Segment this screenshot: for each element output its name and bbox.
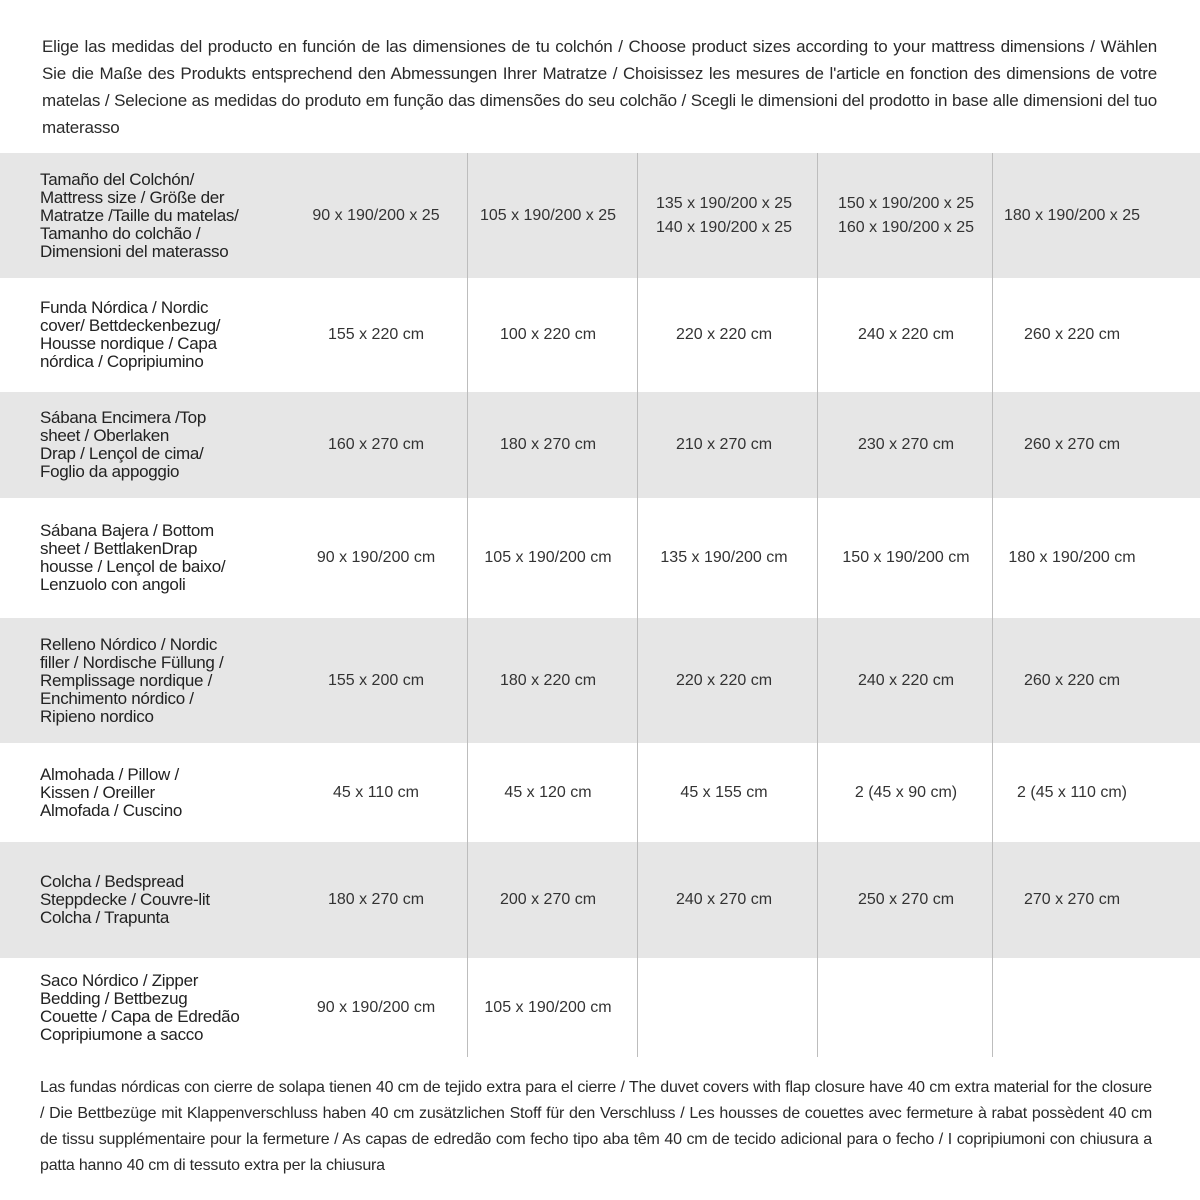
row-label: Tamaño del Colchón/Mattress size / Größe…	[40, 169, 300, 261]
intro-text: Elige las medidas del producto en funció…	[42, 37, 1157, 137]
text-line: Drap / Lençol de cima/	[40, 444, 204, 463]
table-cell: 2 (45 x 90 cm)	[854, 783, 958, 801]
table-cell: 45 x 120 cm	[504, 783, 592, 801]
row-label: Almohada / Pillow / Kissen / Oreiller Almo…	[40, 764, 300, 820]
row-label: Sábana Encimera /Top sheet / Oberlaken Dra…	[40, 409, 300, 481]
table-row: Almohada / Pillow / Kissen / Oreiller Almo…	[0, 743, 1200, 842]
table-cell: 200 x 270 cm	[499, 891, 597, 908]
table-cell: 90 x 190/200 cm	[316, 998, 436, 1016]
text-line: 150 x 190/200 x 25	[837, 194, 975, 212]
text-line: sheet / BettlakenDrap	[40, 539, 198, 558]
row-label: Colcha / Bedspread Steppdecke / Couvre-li…	[40, 873, 300, 927]
table-cell: 150 x 190/200 x 25 160 x 190/200 x 25	[816, 192, 996, 240]
text-line: Dimensioni del materasso	[40, 241, 229, 261]
column-divider	[817, 153, 818, 1057]
table-cell: 180 x 220 cm	[499, 671, 597, 689]
table-cell: 270 x 270 cm	[1023, 891, 1121, 908]
table-row: Tamaño del Colchón/Mattress size / Größe…	[0, 153, 1200, 278]
table-cell: 105 x 190/200 cm	[484, 998, 612, 1016]
text-line: Bedding / Bettbezug	[40, 988, 188, 1008]
text-line: Colcha / Trapunta	[40, 908, 170, 927]
column-divider	[467, 153, 468, 1057]
table-cell: 210 x 270 cm	[675, 436, 773, 453]
table-cell: 155 x 200 cm	[327, 671, 425, 689]
row-label: Sábana Bajera / Bottom sheet / BettlakenD…	[40, 522, 300, 594]
table-cell: 90 x 190/200 x 25	[312, 206, 440, 224]
column-divider	[637, 153, 638, 1057]
text-line: 140 x 190/200 x 25	[655, 218, 793, 236]
column-divider	[992, 153, 993, 1057]
table-cell: 160 x 270 cm	[327, 436, 425, 453]
table-cell: 240 x 220 cm	[857, 671, 955, 689]
text-line: cover/ Bettdeckenbezug/	[40, 316, 221, 335]
table-cell: 180 x 270 cm	[327, 891, 425, 908]
text-line: Mattress size / Größe der	[40, 187, 225, 207]
text-line: Almohada / Pillow /	[40, 764, 179, 784]
table-cell: 180 x 190/200 x 25	[1003, 206, 1141, 224]
table-row: Funda Nórdica / Nordic cover/ Bettdeckenb…	[0, 278, 1200, 392]
table-cell: 135 x 190/200 cm	[660, 549, 788, 566]
text-line: Housse nordique / Capa	[40, 334, 217, 353]
text-line: Foglio da appoggio	[40, 462, 180, 481]
table-cell: 105 x 190/200 cm	[484, 549, 612, 566]
text-line: Remplissage nordique /	[40, 670, 212, 690]
text-line: Matratze /Taille du matelas/	[40, 205, 239, 225]
text-line: filler / Nordische Füllung /	[40, 652, 224, 672]
text-line: Saco Nórdico / Zipper	[40, 970, 199, 990]
table-cell: 2 (45 x 110 cm)	[1017, 783, 1127, 801]
text-line: sheet / Oberlaken	[40, 426, 170, 445]
table-cell: 135 x 190/200 x 25 140 x 190/200 x 25	[634, 192, 814, 240]
text-line: housse / Lençol de baixo/	[40, 557, 226, 576]
text-line: Tamanho do colchão /	[40, 223, 201, 243]
row-label: Relleno Nórdico / Nordic filler / Nordisc…	[40, 634, 300, 726]
table-cell: 240 x 270 cm	[675, 891, 773, 908]
text-line: Colcha / Bedspread	[40, 872, 184, 891]
table-cell: 260 x 220 cm	[1023, 671, 1121, 689]
table-cell: 230 x 270 cm	[857, 436, 955, 453]
table-cell: 240 x 220 cm	[857, 326, 955, 343]
text-line: Copripiumone a sacco	[40, 1024, 204, 1044]
table-cell: 180 x 270 cm	[499, 436, 597, 453]
text-line: Ripieno nordico	[40, 706, 154, 726]
text-line: 160 x 190/200 x 25	[837, 218, 975, 236]
table-cell: 180 x 190/200 cm	[1008, 549, 1136, 566]
table-row: Saco Nórdico / Zipper Bedding / Bettbezug…	[0, 958, 1200, 1057]
text-line: Lenzuolo con angoli	[40, 575, 186, 594]
text-line: Funda Nórdica / Nordic	[40, 298, 209, 317]
table-cell: 105 x 190/200 x 25	[479, 206, 617, 224]
table-cell: 155 x 220 cm	[327, 326, 425, 343]
table-cell: 100 x 220 cm	[499, 326, 597, 343]
table-cell: 250 x 270 cm	[857, 891, 955, 908]
text-line: nórdica / Copripiumino	[40, 352, 204, 371]
text-line: Almofada / Cuscino	[40, 800, 183, 820]
text-line: Tamaño del Colchón/	[40, 169, 195, 189]
text-line: Sábana Bajera / Bottom	[40, 521, 214, 540]
text-line: 135 x 190/200 x 25	[655, 194, 793, 212]
row-label: Funda Nórdica / Nordic cover/ Bettdeckenb…	[40, 299, 300, 371]
row-label: Saco Nórdico / Zipper Bedding / Bettbezug…	[40, 970, 300, 1044]
text-line: Relleno Nórdico / Nordic	[40, 634, 218, 654]
table-cell: 260 x 270 cm	[1023, 436, 1121, 453]
table-cell: 45 x 110 cm	[333, 783, 419, 801]
table-cell: 90 x 190/200 cm	[316, 549, 436, 566]
table-row: Sábana Bajera / Bottom sheet / BettlakenD…	[0, 498, 1200, 618]
text-line: Kissen / Oreiller	[40, 782, 155, 802]
table-cell: 45 x 155 cm	[680, 783, 768, 801]
footnote: Las fundas nórdicas con cierre de solapa…	[40, 1079, 1152, 1174]
text-line: Enchimento nórdico /	[40, 688, 194, 708]
table-row: Relleno Nórdico / Nordic filler / Nordisc…	[0, 618, 1200, 743]
table-cell: 220 x 220 cm	[675, 671, 773, 689]
table-cell: 260 x 220 cm	[1023, 326, 1121, 343]
table-cell: 150 x 190/200 cm	[842, 549, 970, 566]
table-row: Colcha / Bedspread Steppdecke / Couvre-li…	[0, 842, 1200, 958]
table-row: Sábana Encimera /Top sheet / Oberlaken Dra…	[0, 392, 1200, 498]
table-cell: 220 x 220 cm	[675, 326, 773, 343]
text-line: Sábana Encimera /Top	[40, 408, 206, 427]
text-line: Steppdecke / Couvre-lit	[40, 890, 210, 909]
text-line: Couette / Capa de Edredão	[40, 1006, 240, 1026]
